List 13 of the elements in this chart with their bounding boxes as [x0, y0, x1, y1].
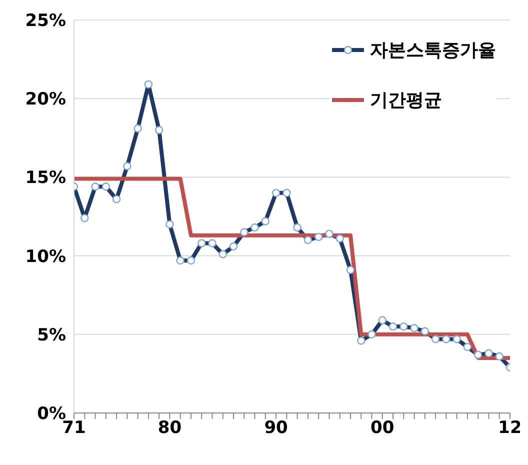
legend-label: 자본스톡증가율 — [370, 39, 496, 62]
x-tick-label: 71 — [62, 418, 86, 438]
line-series — [74, 176, 510, 360]
y-tick-label: 10% — [25, 246, 66, 267]
y-tick-label: 20% — [25, 90, 66, 110]
y-tick-label: 5% — [37, 325, 66, 346]
x-tick-label: 90 — [264, 418, 288, 438]
y-tick-label: 25% — [25, 11, 66, 32]
legend-label: 기간평균 — [370, 89, 442, 112]
y-tick-label: 15% — [25, 168, 66, 188]
x-tick-label: 80 — [158, 418, 182, 438]
x-tick-label: 00 — [370, 418, 394, 438]
x-tick-label: 12 — [498, 418, 522, 438]
